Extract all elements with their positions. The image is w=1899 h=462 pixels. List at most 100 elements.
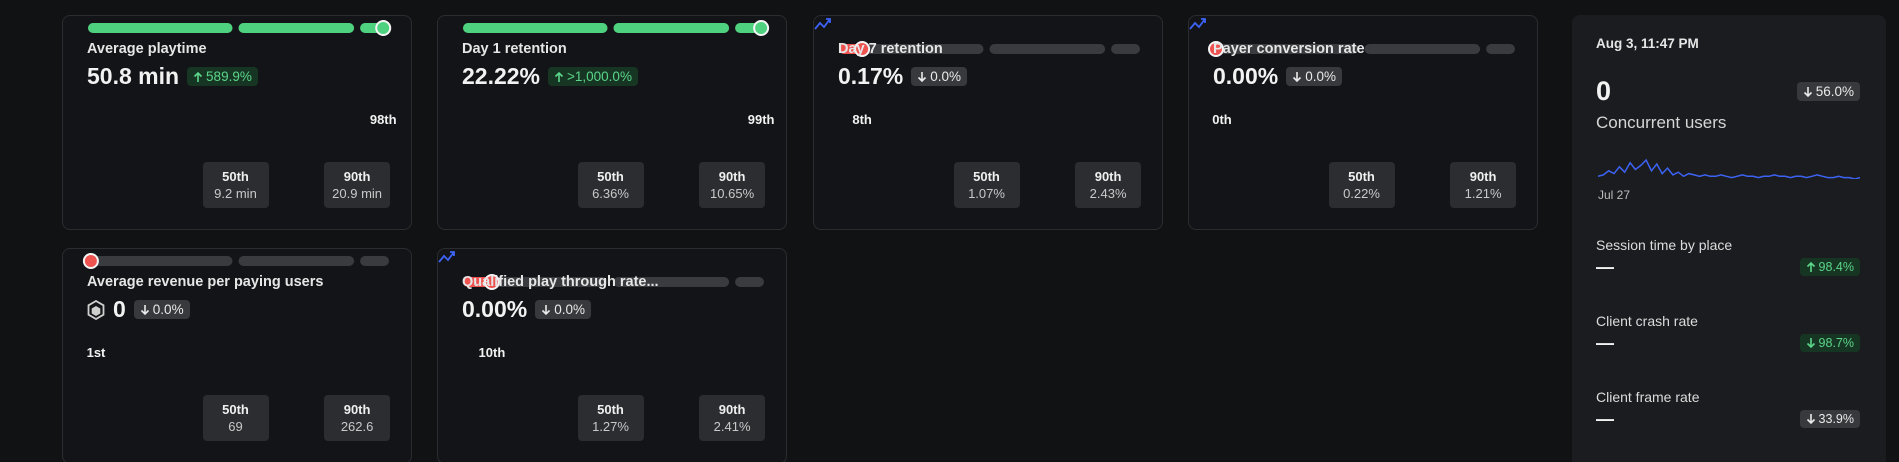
change-badge: 0.0% xyxy=(1286,67,1342,86)
percentile-label: 99th xyxy=(747,112,775,127)
benchmark: 90th 2.41% xyxy=(699,395,766,441)
metric-value: 0.00% xyxy=(462,296,528,322)
metric-value: 22.22% xyxy=(462,63,541,89)
metric-row: 0 0.0% xyxy=(87,296,190,323)
sparkline xyxy=(1598,158,1860,179)
benchmark: 90th 262.6 xyxy=(324,395,391,441)
bar-segment xyxy=(1214,44,1359,54)
benchmark-text: 2.41% xyxy=(713,419,751,434)
percentile-marker xyxy=(854,41,871,57)
percentile-marker xyxy=(1208,41,1224,57)
change-text: 0.0% xyxy=(930,69,961,84)
item-title: Client crash rate xyxy=(1596,313,1698,329)
change-text: 0.0% xyxy=(152,302,184,317)
trend-path xyxy=(438,251,455,263)
benchmark-label: 50th xyxy=(973,169,1000,184)
bar-segment xyxy=(989,44,1106,54)
metric-title: Average revenue per paying users xyxy=(87,274,324,290)
item-value: — xyxy=(1596,257,1614,277)
change-badge: 589.9% xyxy=(187,67,258,86)
percentile-marker xyxy=(483,274,500,290)
metric-card: Average playtime 50.8 min 589.9% 98th 50th 9.… xyxy=(62,15,412,230)
hexagon xyxy=(87,299,105,320)
metric-row: 22.22% >1,000.0% xyxy=(462,63,638,90)
change-badge: 56.0% xyxy=(1796,82,1860,101)
metric-row: 0.00% 0.0% xyxy=(462,296,591,323)
sparkline-x-label: Jul 27 xyxy=(1598,188,1631,202)
arrow-path xyxy=(918,71,927,82)
percentile-bar xyxy=(88,20,392,36)
benchmark-label: 90th xyxy=(343,402,371,417)
arrow-path xyxy=(554,71,564,82)
panel-value: 0 xyxy=(1596,76,1612,106)
trend-icon xyxy=(438,251,455,263)
metric-value: 50.8 min xyxy=(87,63,180,89)
change-text: 0.0% xyxy=(1305,69,1336,84)
change-text: 0.0% xyxy=(554,302,585,317)
change-arrow xyxy=(1803,86,1812,97)
benchmark-label: 90th xyxy=(718,169,746,184)
item-title: Client frame rate xyxy=(1596,389,1700,405)
change-badge: 98.7% xyxy=(1799,334,1860,352)
percentile-label: 10th xyxy=(478,345,506,360)
timestamp: Aug 3, 11:47 PM xyxy=(1596,36,1699,51)
benchmark-label: 50th xyxy=(1348,169,1375,184)
change-badge: >1,000.0% xyxy=(548,67,638,86)
metric-row: 0.17% 0.0% xyxy=(838,63,967,90)
arrow-path xyxy=(1803,86,1812,97)
bar-segment xyxy=(839,44,984,54)
arrow-path xyxy=(193,71,203,82)
change-arrow xyxy=(1806,414,1815,425)
metric-title: Day 7 retention xyxy=(838,41,943,57)
trend-path xyxy=(1189,18,1206,30)
trend-icon xyxy=(1189,18,1206,30)
benchmark-label: 50th xyxy=(222,402,249,417)
benchmark: 90th 10.65% xyxy=(699,162,766,208)
change-text: 98.4% xyxy=(1818,260,1854,274)
percentile-label: 98th xyxy=(369,112,397,127)
bar-segment xyxy=(360,256,389,266)
benchmark-label: 50th xyxy=(597,169,624,184)
change-badge: 0.0% xyxy=(911,67,967,86)
change-arrow xyxy=(1293,71,1302,82)
percentile-bar xyxy=(463,274,764,290)
benchmark-text: 20.9 min xyxy=(332,186,383,201)
sparkline-line xyxy=(1598,158,1860,179)
percentile-bar xyxy=(463,20,770,36)
metric-row: 50.8 min 589.9% xyxy=(87,63,258,90)
arrow-path xyxy=(542,304,551,315)
percentile-bar xyxy=(839,41,1140,57)
bar-segment xyxy=(1364,44,1481,54)
change-badge: 0.0% xyxy=(133,300,190,319)
benchmark-text: 1.07% xyxy=(968,186,1005,201)
metric-title: Average playtime xyxy=(87,41,207,57)
bar-fill xyxy=(238,23,355,33)
change-arrow xyxy=(193,71,203,82)
change-arrow xyxy=(140,304,149,315)
benchmark-text: 69 xyxy=(228,419,243,434)
bar-segment xyxy=(88,256,233,266)
trend-icon xyxy=(814,18,831,30)
benchmark-text: 2.43% xyxy=(1089,186,1127,201)
benchmark-text: 9.2 min xyxy=(214,186,257,201)
bar-segment xyxy=(1486,44,1515,54)
metric-value: 0 xyxy=(113,296,126,322)
metric-title: Day 1 retention xyxy=(462,41,567,57)
arrow-path xyxy=(1293,71,1302,82)
percentile-bar xyxy=(82,253,389,269)
arrow-path xyxy=(1806,338,1815,349)
benchmark-text: 1.21% xyxy=(1464,186,1502,201)
change-arrow xyxy=(1806,261,1815,272)
metric-card: Day 1 retention 22.22% >1,000.0% 99th 50th 6.… xyxy=(437,15,787,230)
benchmark: 50th 1.27% xyxy=(577,395,644,441)
percentile-label: 0th xyxy=(1212,112,1232,127)
benchmark: 90th 2.43% xyxy=(1075,162,1142,208)
bar-fill xyxy=(613,23,730,33)
benchmark-label: 90th xyxy=(343,169,371,184)
benchmark: 90th 20.9 min xyxy=(324,162,391,208)
item-value: — xyxy=(1596,333,1614,353)
metric-title: Qualified play through rate... xyxy=(462,274,659,290)
item-value: — xyxy=(1596,409,1614,429)
percentile-marker xyxy=(82,253,99,269)
benchmark-label: 50th xyxy=(597,402,624,417)
